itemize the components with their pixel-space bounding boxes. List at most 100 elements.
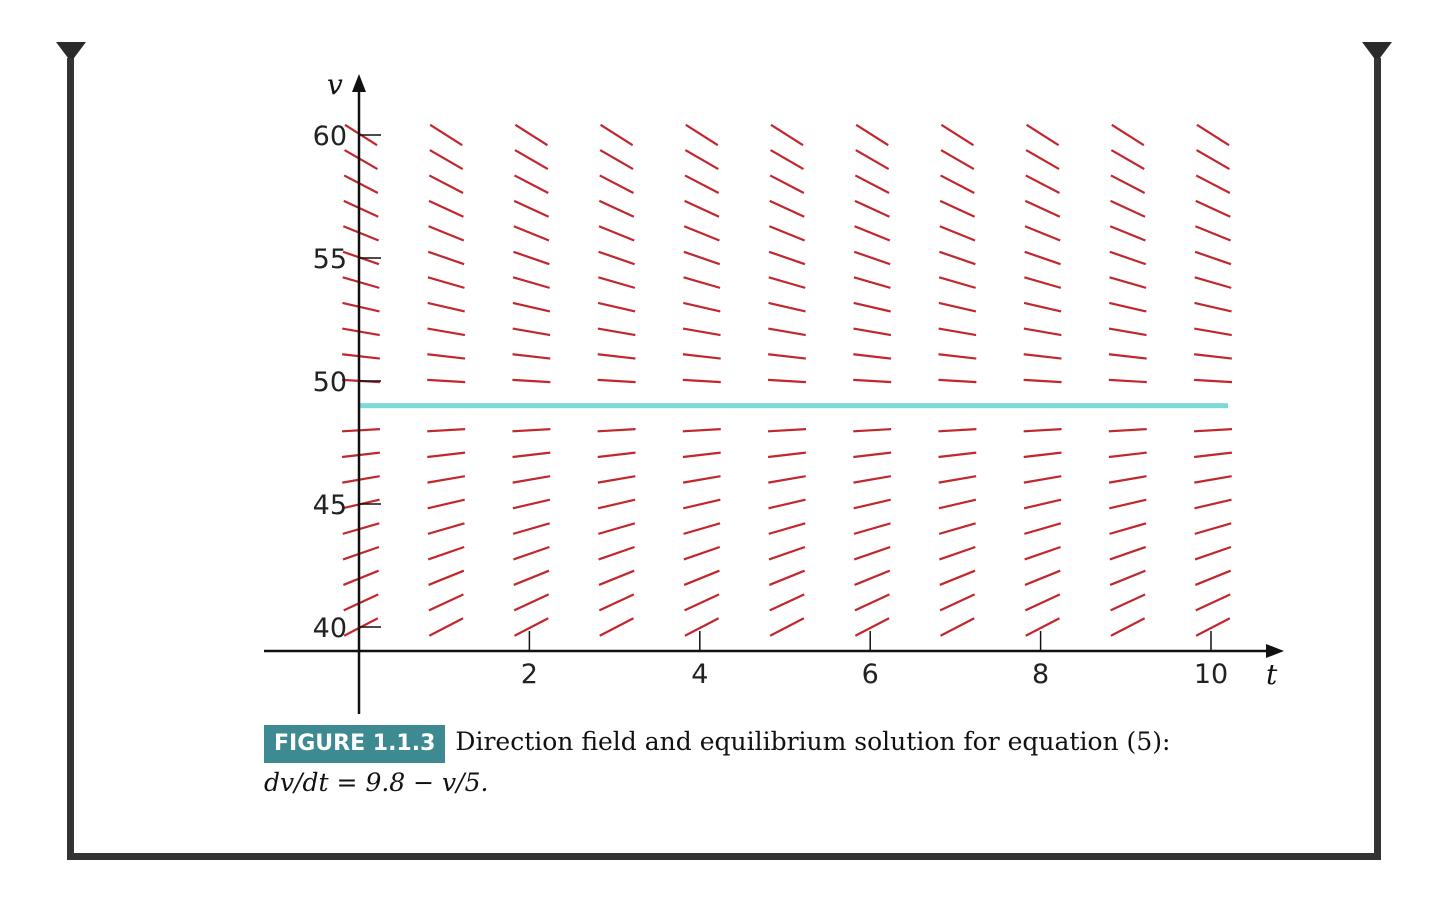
slope-segment: [342, 475, 380, 484]
slope-segment: [1195, 174, 1231, 194]
slope-segment: [427, 327, 466, 337]
slope-segment: [938, 353, 977, 360]
slope-segment: [1023, 475, 1062, 484]
slope-segment: [769, 174, 805, 194]
slope-segment: [1023, 353, 1062, 360]
slope-segment: [429, 149, 464, 171]
slope-segment: [768, 327, 806, 337]
slope-segment: [853, 522, 891, 535]
slope-segment: [1110, 174, 1146, 194]
slope-segment: [341, 353, 381, 360]
slope-segment: [512, 276, 550, 289]
slope-segment: [853, 475, 892, 484]
slope-segment: [682, 378, 721, 384]
x-axis-label: t: [1266, 658, 1278, 691]
slope-segment: [1194, 276, 1232, 289]
slope-segment: [768, 522, 806, 535]
slope-segment: [597, 475, 636, 484]
slope-segment: [940, 617, 975, 637]
slope-segment: [939, 250, 976, 266]
slope-segment: [768, 498, 806, 510]
slope-segment: [1193, 428, 1233, 433]
slope-segment: [854, 593, 890, 612]
slope-segment: [768, 475, 806, 484]
x-tick-label: 4: [691, 659, 708, 690]
slope-segment: [343, 199, 379, 218]
slope-segment: [1024, 569, 1061, 586]
slope-segment: [1025, 149, 1060, 171]
slope-segment: [427, 353, 466, 360]
slope-segment: [854, 199, 890, 218]
slope-segment: [514, 617, 549, 637]
slope-segment: [1023, 498, 1062, 510]
slope-segment: [853, 545, 891, 561]
slope-segment: [597, 428, 636, 433]
slope-segment: [769, 149, 805, 171]
slope-segment: [597, 353, 636, 360]
slope-segment: [683, 569, 720, 586]
slope-segment: [938, 522, 976, 535]
caption-equation: dv/dt = 9.8 − v/5.: [264, 768, 489, 797]
slope-segment: [1108, 378, 1147, 384]
slope-segment: [599, 174, 634, 194]
slope-segment: [682, 451, 721, 459]
slope-segment: [853, 276, 891, 289]
slope-segment: [1109, 225, 1146, 242]
slope-segment: [427, 250, 465, 266]
slope-segment: [939, 593, 976, 612]
slope-segment: [598, 250, 635, 266]
slope-segment: [769, 593, 805, 612]
slope-segment: [1109, 545, 1147, 561]
slope-segment: [512, 327, 551, 337]
x-axis-arrow: [1266, 644, 1284, 658]
slope-segment: [939, 545, 976, 561]
slope-segment: [1193, 451, 1233, 459]
slope-segment: [683, 250, 721, 266]
y-tick-label: 45: [313, 490, 347, 521]
slope-segment: [1194, 301, 1232, 313]
slope-segment: [940, 149, 975, 171]
left-hanger-triangle: [56, 42, 86, 62]
slope-segment: [1108, 428, 1147, 433]
slope-segment: [683, 276, 721, 289]
y-tick-label: 55: [313, 244, 347, 275]
slope-segment: [853, 498, 891, 510]
slope-segment: [514, 149, 549, 171]
slope-segment: [683, 301, 721, 313]
slope-segment: [1024, 522, 1062, 535]
slope-segment: [938, 475, 977, 484]
x-tick-label: 10: [1194, 659, 1228, 690]
slope-segment: [343, 593, 379, 612]
slope-segment: [682, 327, 721, 337]
slope-segment: [598, 199, 635, 218]
slope-segment: [1023, 378, 1062, 384]
slope-segment: [770, 123, 804, 147]
figure-label-badge: FIGURE 1.1.3: [264, 725, 446, 763]
slope-segment: [514, 123, 549, 147]
slope-segment: [938, 276, 976, 289]
slope-segment: [854, 569, 891, 586]
slope-segment: [1108, 451, 1147, 459]
slope-segment: [768, 301, 806, 313]
slope-segment: [342, 569, 380, 586]
slope-segment: [939, 569, 976, 586]
slope-segment: [597, 301, 636, 313]
slope-segment: [1024, 199, 1061, 218]
x-tick-label: 2: [521, 659, 538, 690]
slope-segment: [1109, 250, 1147, 266]
slope-segment: [768, 276, 806, 289]
slope-segment: [938, 327, 977, 337]
slope-segment: [428, 593, 464, 612]
slope-segment: [598, 522, 636, 535]
slope-segment: [767, 428, 807, 433]
slope-segment: [429, 123, 463, 147]
slope-segment: [1023, 301, 1062, 313]
slope-segment: [512, 428, 551, 433]
y-axis-arrow: [352, 74, 366, 92]
slope-segment: [427, 498, 465, 510]
slope-segment: [1196, 123, 1230, 147]
axes: [264, 74, 1284, 714]
slope-segment: [1108, 475, 1147, 484]
slope-segment: [1108, 327, 1147, 337]
